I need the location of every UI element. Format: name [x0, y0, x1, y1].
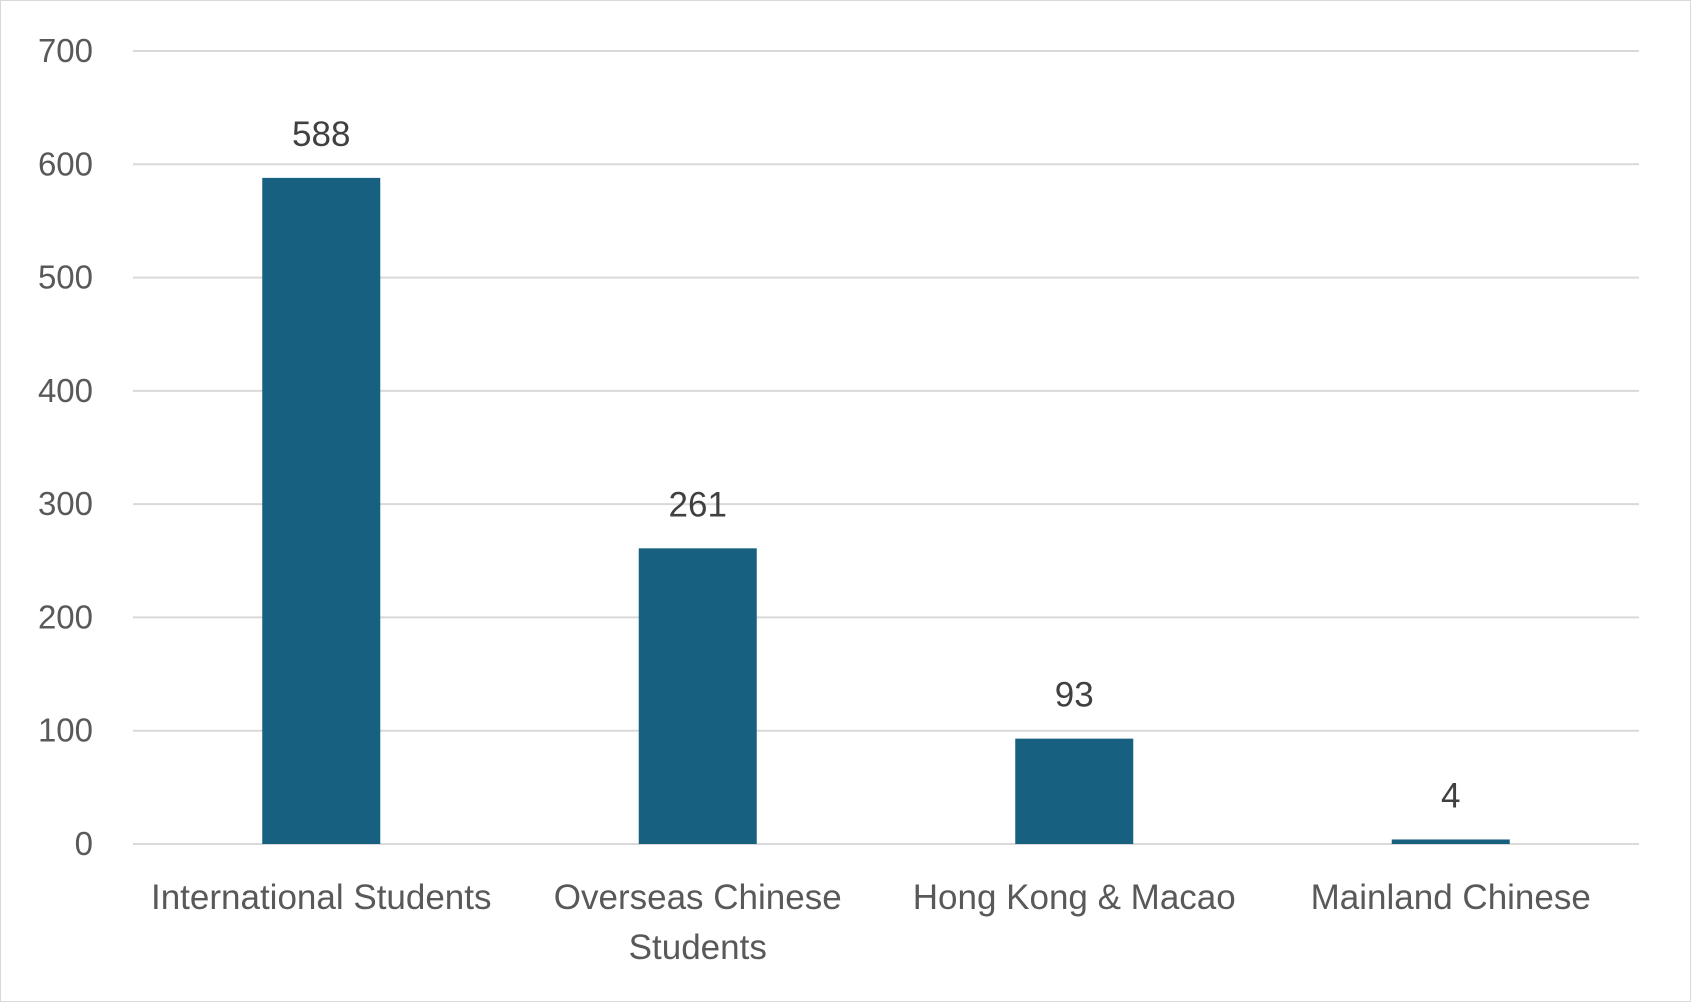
y-tick-label: 0	[75, 825, 93, 862]
bar	[1391, 839, 1510, 844]
bar	[262, 177, 381, 844]
x-axis-category-labels: International Students Overseas Chinese St…	[151, 878, 1591, 967]
y-tick-label: 200	[38, 598, 93, 635]
gridlines	[133, 50, 1639, 845]
y-tick-label: 500	[38, 259, 93, 296]
category-label: Overseas Chinese	[554, 878, 842, 917]
data-label: 261	[669, 485, 727, 524]
y-axis-tick-labels: 0 100 200 300 400 500 600 700	[38, 32, 93, 862]
data-label: 4	[1441, 776, 1460, 815]
category-label: International Students	[151, 878, 492, 917]
category-label: Students	[629, 928, 767, 967]
y-tick-label: 100	[38, 712, 93, 749]
y-tick-label: 300	[38, 485, 93, 522]
y-tick-label: 600	[38, 145, 93, 182]
bars	[262, 177, 1510, 844]
bar	[1015, 738, 1134, 844]
category-label: Mainland Chinese	[1311, 878, 1591, 917]
data-labels: 588 261 93 4	[292, 115, 1460, 816]
category-label: Hong Kong & Macao	[913, 878, 1236, 917]
data-label: 588	[292, 115, 350, 154]
y-tick-label: 400	[38, 372, 93, 409]
data-label: 93	[1055, 676, 1094, 715]
y-tick-label: 700	[38, 32, 93, 69]
bar	[638, 548, 757, 844]
